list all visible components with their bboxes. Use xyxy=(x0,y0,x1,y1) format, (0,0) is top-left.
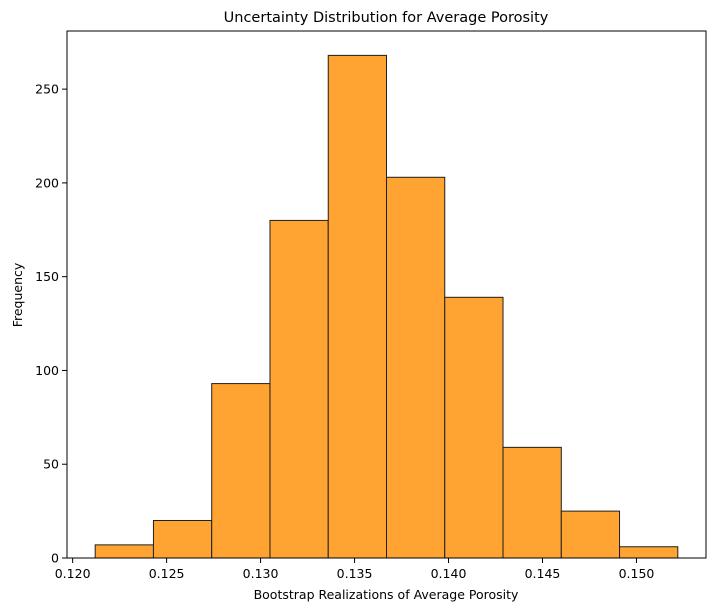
histogram-bars xyxy=(94,54,679,559)
histogram-bar-1 xyxy=(94,544,154,559)
x-tick-label: 0.120 xyxy=(55,566,91,581)
x-tick-label: 0.140 xyxy=(431,566,467,581)
y-tick-label: 50 xyxy=(43,457,59,472)
x-tick-label: 0.125 xyxy=(149,566,185,581)
histogram-bar-9 xyxy=(560,510,621,559)
histogram-bar-10 xyxy=(619,546,679,559)
y-tick-label: 200 xyxy=(35,175,59,190)
x-tick-label: 0.150 xyxy=(619,566,655,581)
histogram-bar-3 xyxy=(211,383,271,559)
histogram-bar-2 xyxy=(152,519,213,559)
y-tick-label: 100 xyxy=(35,363,59,378)
x-tick-label: 0.135 xyxy=(337,566,373,581)
histogram-bar-5 xyxy=(327,54,387,559)
histogram-bar-7 xyxy=(444,296,504,559)
y-axis-ticks: 0 50 100 150 200 250 xyxy=(35,82,67,566)
histogram-bar-6 xyxy=(386,176,446,559)
chart-title: Uncertainty Distribution for Average Por… xyxy=(224,10,549,26)
histogram-bar-4 xyxy=(269,219,329,559)
x-axis-label: Bootstrap Realizations of Average Porosi… xyxy=(254,587,519,602)
plot-area-frame xyxy=(66,30,707,559)
y-axis-label: Frequency xyxy=(10,262,25,327)
x-tick-label: 0.145 xyxy=(525,566,561,581)
y-tick-label: 150 xyxy=(35,269,59,284)
y-tick-label: 250 xyxy=(35,82,59,97)
y-tick-label: 0 xyxy=(51,551,59,566)
x-axis-ticks: 0.120 0.125 0.130 0.135 0.140 0.145 0.150 xyxy=(55,558,655,581)
x-tick-label: 0.130 xyxy=(243,566,279,581)
histogram-bar-8 xyxy=(502,446,562,559)
